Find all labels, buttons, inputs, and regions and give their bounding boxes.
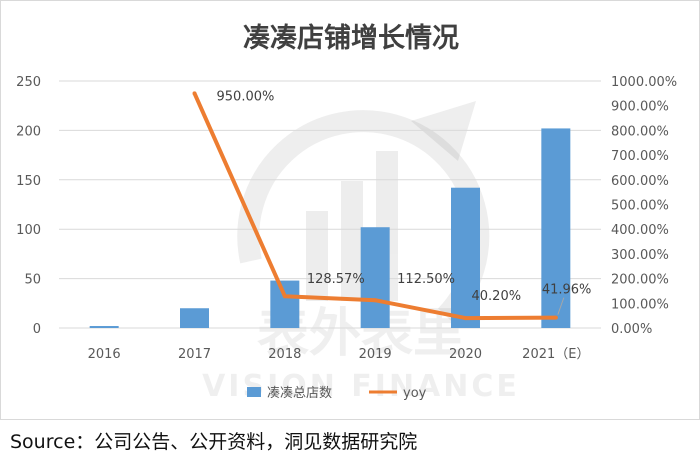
bar xyxy=(541,128,571,328)
y-right-tick-label: 900.00% xyxy=(611,100,669,115)
bar xyxy=(180,308,209,328)
legend-swatch-bar xyxy=(247,387,261,397)
chart-container: 表外表里 VISION FINANCE 凑凑店铺增长情况 0 50 100 150 200… xyxy=(0,0,700,420)
data-label: 40.20% xyxy=(472,289,522,304)
y-left-tick-label: 0 xyxy=(33,322,41,337)
x-tick-label: 2020 xyxy=(449,347,482,362)
chart-title: 凑凑店铺增长情况 xyxy=(243,22,459,54)
x-tick-label: 2016 xyxy=(88,347,121,362)
line-point xyxy=(553,315,558,320)
y-right-tick-label: 400.00% xyxy=(611,223,669,238)
data-label: 41.96% xyxy=(542,283,592,298)
bar xyxy=(451,187,480,328)
x-tick-label: 2018 xyxy=(268,347,301,362)
y-right-tick-label: 500.00% xyxy=(611,199,669,214)
y-right-tick-label: 1000.00% xyxy=(611,75,677,90)
y-right-tick-label: 0.00% xyxy=(611,322,652,337)
data-label: 112.50% xyxy=(397,272,455,287)
legend-label-bar: 凑凑总店数 xyxy=(267,386,332,401)
y-right-tick-label: 600.00% xyxy=(611,174,669,189)
x-tick-label: 2017 xyxy=(178,347,211,362)
line-point xyxy=(282,294,287,299)
y-left-tick-label: 50 xyxy=(24,273,41,288)
y-left-tick-label: 200 xyxy=(16,124,41,139)
y-right-tick-label: 100.00% xyxy=(611,297,669,312)
y-right-tick-label: 700.00% xyxy=(611,149,669,164)
line-point xyxy=(463,316,468,321)
x-tick-label: 2021（E） xyxy=(522,347,589,362)
y-right-tick-label: 800.00% xyxy=(611,124,669,139)
x-tick-label: 2019 xyxy=(359,347,392,362)
y-left-tick-label: 150 xyxy=(16,174,41,189)
y-left-tick-label: 100 xyxy=(16,223,41,238)
source-note: Source：公司公告、公开资料，洞见数据研究院 xyxy=(10,431,418,453)
bar xyxy=(270,280,300,328)
legend-label-line: yoy xyxy=(403,386,427,401)
chart-svg: 凑凑店铺增长情况 0 50 100 150 200 250 0.00% 100.00% 200.0… xyxy=(16,22,677,401)
data-label: 950.00% xyxy=(217,89,275,104)
line-point xyxy=(192,91,197,96)
y-right-tick-label: 300.00% xyxy=(611,248,669,263)
bar xyxy=(360,227,390,328)
y-left-tick-label: 250 xyxy=(16,75,41,90)
y-right-tick-label: 200.00% xyxy=(611,273,669,288)
label-leader-line xyxy=(557,297,565,315)
bar xyxy=(89,326,119,328)
data-label: 128.57% xyxy=(307,272,365,287)
line-point xyxy=(373,298,378,303)
